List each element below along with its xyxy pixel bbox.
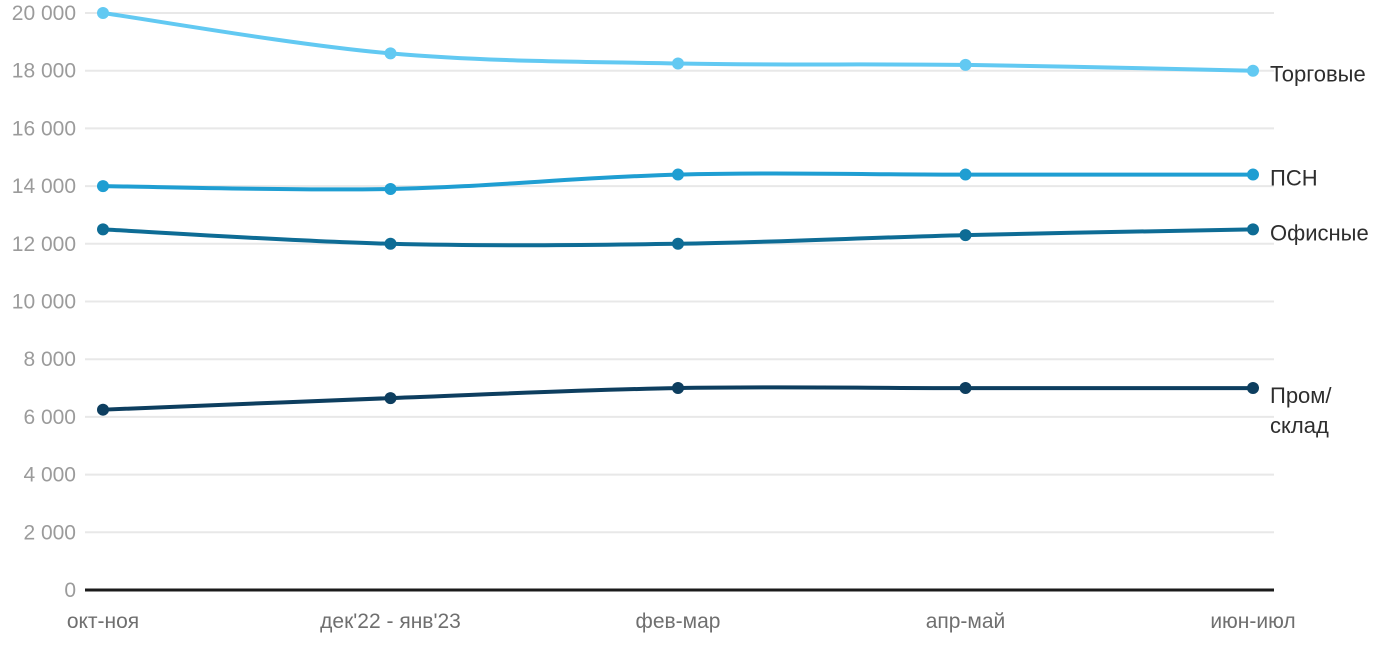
- y-axis-tick-label: 8 000: [23, 348, 76, 371]
- data-point[interactable]: [959, 58, 972, 71]
- data-point[interactable]: [97, 403, 109, 416]
- data-point[interactable]: [672, 168, 684, 181]
- y-axis-tick-label: 10 000: [12, 291, 76, 314]
- data-point[interactable]: [959, 382, 972, 395]
- data-point[interactable]: [672, 57, 684, 70]
- y-axis-tick-label: 14 000: [12, 175, 76, 198]
- x-axis-tick-label: апр-май: [926, 610, 1006, 633]
- y-axis-tick-label: 6 000: [23, 406, 76, 429]
- series-label: ПСН: [1270, 166, 1318, 191]
- data-point[interactable]: [384, 182, 397, 195]
- y-axis-tick-label: 16 000: [12, 117, 76, 140]
- data-point[interactable]: [97, 223, 109, 236]
- x-axis-tick-label: фев-мар: [636, 610, 721, 633]
- series-label: склад: [1270, 413, 1329, 438]
- data-point[interactable]: [1247, 168, 1259, 181]
- data-point[interactable]: [384, 47, 397, 60]
- y-axis-tick-label: 2 000: [23, 521, 76, 544]
- data-point[interactable]: [1247, 382, 1259, 395]
- y-axis-tick-label: 4 000: [23, 464, 76, 487]
- series-label: Торговые: [1270, 62, 1366, 87]
- x-axis-tick-label: июн-июл: [1210, 610, 1295, 633]
- y-axis-tick-label: 18 000: [12, 60, 76, 83]
- data-point[interactable]: [959, 229, 972, 242]
- series-label: Офисные: [1270, 220, 1369, 245]
- data-point[interactable]: [1247, 223, 1259, 236]
- x-axis-tick-label: дек'22 - янв'23: [320, 610, 461, 633]
- x-axis-tick-label: окт-ноя: [67, 610, 139, 633]
- data-point[interactable]: [959, 168, 972, 181]
- data-point[interactable]: [384, 392, 397, 405]
- data-point[interactable]: [1247, 64, 1259, 77]
- y-axis-tick-label: 12 000: [12, 233, 76, 256]
- data-point[interactable]: [97, 7, 109, 19]
- data-point[interactable]: [672, 237, 684, 250]
- series-label: Пром/: [1270, 383, 1332, 408]
- data-point[interactable]: [384, 237, 397, 250]
- data-point[interactable]: [672, 382, 684, 395]
- data-point[interactable]: [97, 180, 109, 193]
- y-axis-tick-label: 0: [64, 579, 76, 602]
- y-axis-tick-label: 20 000: [12, 2, 76, 25]
